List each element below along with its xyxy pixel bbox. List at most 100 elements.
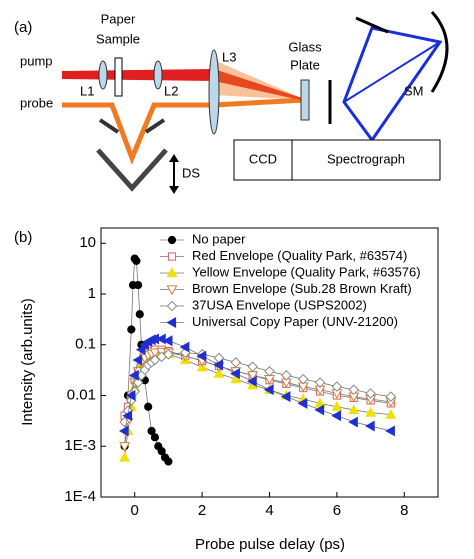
setup-diagram: (a) pump probe Paper Sample L1 L2 L3 G bbox=[14, 10, 449, 194]
data-point bbox=[149, 348, 161, 359]
label: pump bbox=[20, 53, 53, 68]
x-axis-title: Probe pulse delay (ps) bbox=[195, 536, 345, 553]
data-point bbox=[157, 447, 166, 456]
spectrograph-box bbox=[291, 139, 441, 181]
legend-marker bbox=[166, 285, 178, 296]
data-point bbox=[281, 370, 292, 381]
lens bbox=[98, 60, 108, 90]
legend-marker bbox=[167, 252, 177, 261]
label: SM bbox=[404, 83, 424, 98]
data-point bbox=[163, 348, 174, 360]
data-point bbox=[135, 344, 146, 356]
data-point bbox=[156, 333, 166, 345]
legend-marker bbox=[167, 235, 177, 245]
y-tick-label: 0.1 bbox=[75, 336, 96, 353]
data-point bbox=[230, 368, 240, 380]
data-point bbox=[164, 457, 173, 466]
data-point bbox=[196, 350, 207, 362]
y-tick-label: 1 bbox=[88, 285, 96, 302]
label: CCD bbox=[249, 151, 277, 166]
legend-label: 37USA Envelope (USPS2002) bbox=[192, 297, 367, 312]
data-point bbox=[365, 388, 376, 399]
data-point bbox=[264, 365, 275, 377]
legend-label: Brown Envelope (Sub.28 Brown Kraft) bbox=[192, 281, 412, 296]
data-point bbox=[150, 433, 160, 442]
spectrum-beam bbox=[343, 41, 441, 103]
data-point bbox=[230, 373, 242, 384]
lens bbox=[208, 49, 220, 135]
data-point bbox=[297, 373, 309, 385]
data-point bbox=[144, 402, 153, 411]
data-point bbox=[127, 325, 136, 334]
data-point bbox=[196, 361, 208, 372]
label: L3 bbox=[222, 49, 236, 64]
label: L1 bbox=[80, 83, 94, 98]
legend-label: Yellow Envelope (Quality Park, #63576) bbox=[192, 264, 421, 279]
probe-focus bbox=[214, 60, 306, 100]
panel-label: (b) bbox=[14, 229, 32, 246]
y-axis-title: Intensity (arb.units) bbox=[19, 298, 36, 426]
data-point bbox=[213, 359, 224, 371]
data-point bbox=[125, 390, 136, 401]
data-point bbox=[247, 375, 257, 387]
spectrum-beam bbox=[342, 26, 443, 143]
label: probe bbox=[20, 95, 53, 110]
arrowhead bbox=[169, 154, 179, 162]
arrowhead bbox=[169, 186, 179, 194]
data-point bbox=[280, 391, 291, 403]
label: Paper bbox=[101, 11, 136, 26]
ccd-box bbox=[233, 139, 293, 181]
data-point bbox=[129, 369, 139, 381]
probe-beam bbox=[62, 97, 306, 165]
data-point bbox=[149, 354, 161, 366]
y-tick-label: 1E-3 bbox=[64, 437, 96, 454]
y-tick-label: 1E-4 bbox=[64, 488, 96, 505]
delay-stage bbox=[96, 148, 168, 192]
data-point bbox=[213, 367, 225, 378]
data-point bbox=[314, 404, 325, 416]
label: DS bbox=[182, 165, 200, 180]
data-point bbox=[331, 401, 343, 411]
legend-marker bbox=[166, 317, 177, 328]
data-point bbox=[385, 409, 397, 419]
data-point bbox=[119, 451, 131, 462]
series-line bbox=[124, 349, 391, 416]
data-point bbox=[247, 361, 258, 372]
y-tick-label: 10 bbox=[79, 234, 96, 251]
data-point bbox=[162, 335, 173, 347]
label: Glass bbox=[288, 39, 322, 54]
x-tick-label: 2 bbox=[198, 502, 206, 519]
data-point bbox=[147, 426, 156, 436]
data-point bbox=[118, 425, 129, 437]
data-point bbox=[179, 341, 190, 353]
legend-label: No paper bbox=[192, 231, 246, 246]
data-point bbox=[297, 397, 308, 409]
data-point bbox=[230, 357, 242, 368]
data-point bbox=[385, 391, 397, 402]
data-point bbox=[119, 442, 131, 452]
glass-plate bbox=[300, 79, 310, 121]
legend-marker bbox=[166, 300, 178, 312]
data-point bbox=[132, 377, 144, 388]
mirror bbox=[144, 118, 166, 134]
x-tick-label: 6 bbox=[333, 502, 341, 519]
data-point bbox=[348, 416, 358, 428]
x-tick-label: 0 bbox=[131, 502, 139, 519]
data-point bbox=[133, 280, 143, 290]
spherical-mirror bbox=[430, 10, 449, 93]
lens bbox=[153, 60, 163, 90]
data-point bbox=[348, 384, 360, 396]
mirror bbox=[98, 118, 120, 134]
x-tick-label: 8 bbox=[400, 502, 408, 519]
chart: (b) Probe pulse delay (ps) Intensity (ar… bbox=[14, 227, 439, 553]
mirror bbox=[355, 16, 389, 34]
data-point bbox=[348, 404, 360, 415]
data-point bbox=[132, 354, 143, 366]
y-tick-label: 0.01 bbox=[67, 386, 96, 403]
paper-sample bbox=[114, 57, 123, 97]
data-point bbox=[364, 420, 375, 432]
data-point bbox=[132, 256, 141, 265]
pump-beam bbox=[62, 69, 305, 101]
data-point bbox=[263, 384, 274, 396]
